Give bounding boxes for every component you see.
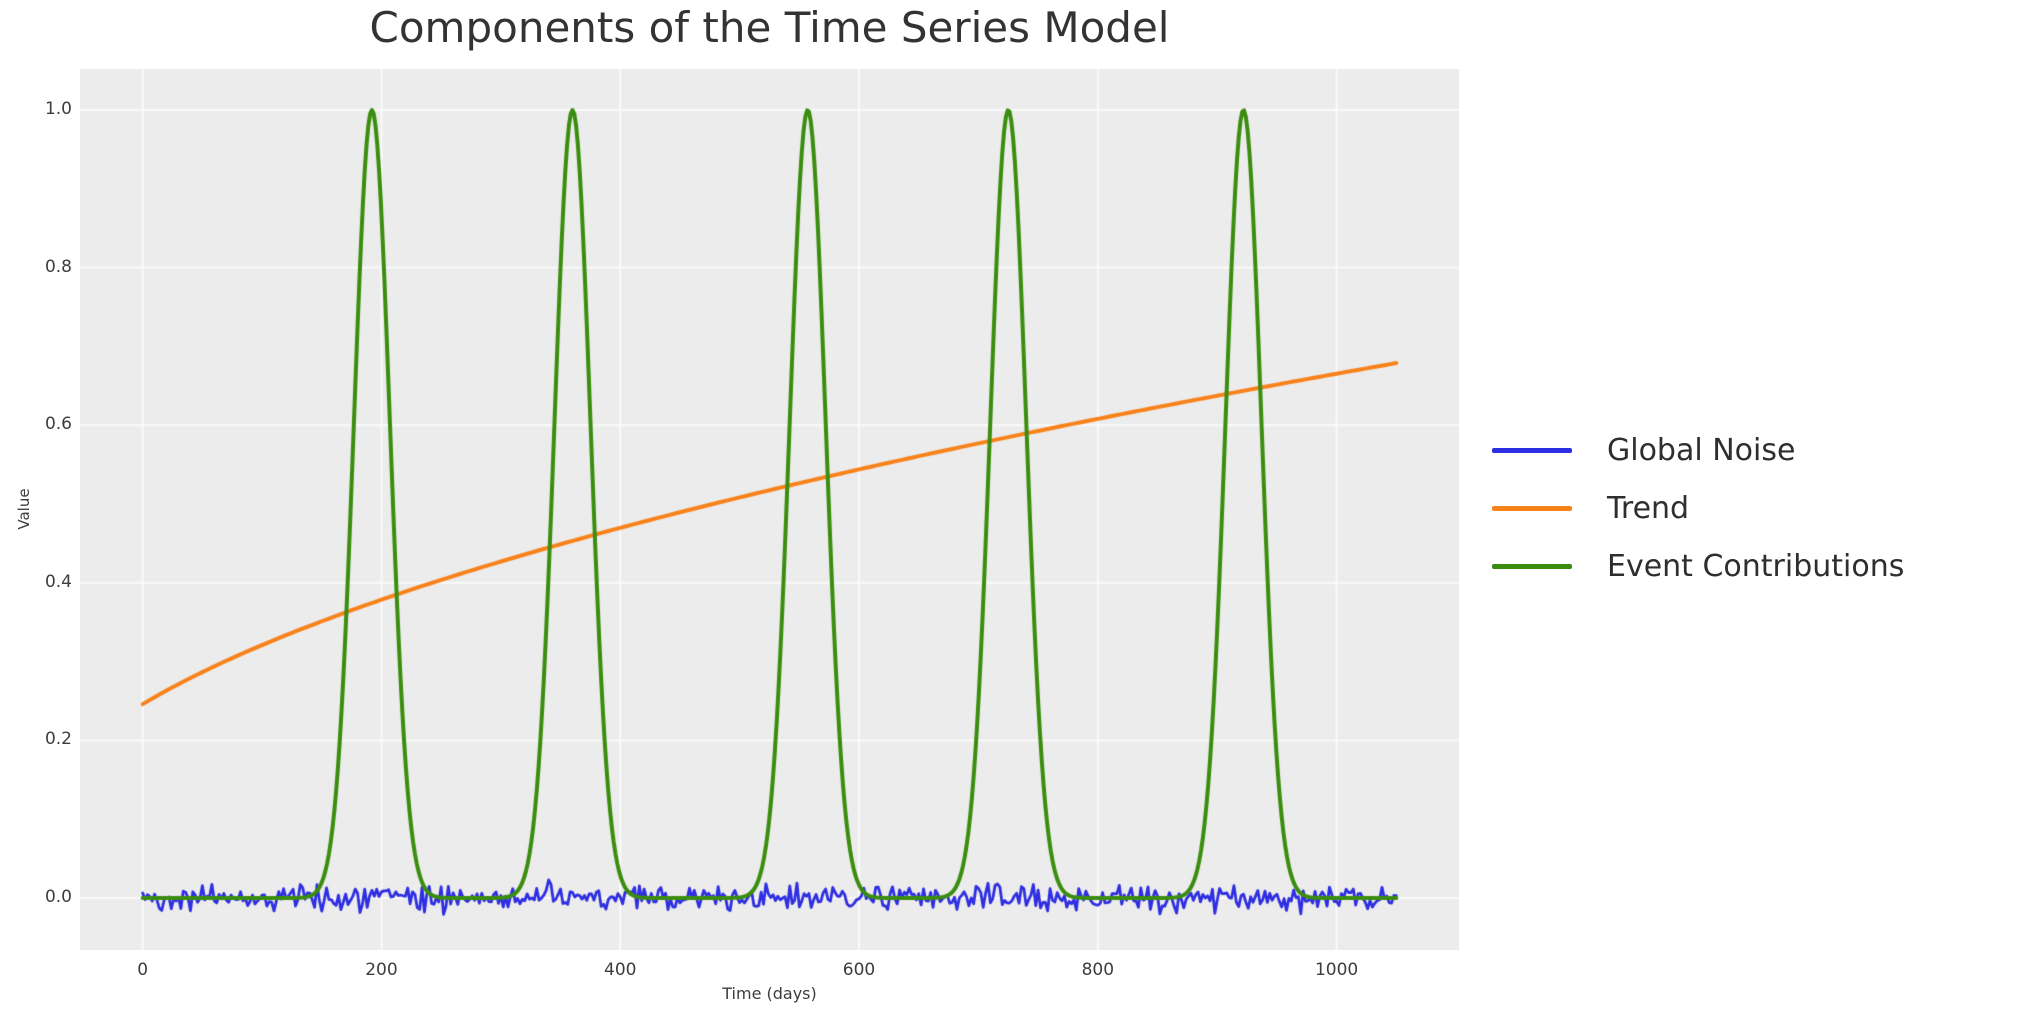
legend-line-icon	[1492, 505, 1572, 511]
y-tick-label: 1.0	[44, 98, 72, 119]
chart-title: Components of the Time Series Model	[369, 3, 1170, 52]
plot-area	[80, 69, 1459, 950]
legend-label: Trend	[1607, 490, 1690, 526]
x-tick-label: 200	[365, 960, 398, 980]
legend-item-global-noise: Global Noise	[1492, 421, 1904, 479]
y-tick-label: 0.0	[44, 886, 72, 907]
legend-item-event-contributions: Event Contributions	[1492, 537, 1904, 595]
x-tick-label: 400	[604, 960, 637, 980]
legend-item-trend: Trend	[1492, 479, 1904, 537]
y-tick-label: 0.8	[44, 256, 72, 277]
x-tick-label: 0	[137, 960, 149, 980]
legend-line-icon	[1492, 447, 1572, 453]
y-tick-label: 0.4	[44, 571, 72, 592]
x-axis-label: Time (days)	[722, 984, 817, 1003]
x-tick-label: 1000	[1314, 960, 1359, 980]
y-axis-label: Value	[15, 488, 33, 530]
legend-line-icon	[1492, 563, 1572, 569]
y-tick-label: 0.2	[44, 729, 72, 750]
plot-canvas	[80, 69, 1459, 950]
legend: Global Noise Trend Event Contributions	[1492, 421, 1904, 595]
x-tick-label: 600	[842, 960, 876, 980]
legend-label: Event Contributions	[1607, 548, 1905, 584]
y-tick-label: 0.6	[44, 414, 72, 435]
x-tick-label: 800	[1081, 960, 1115, 980]
legend-label: Global Noise	[1607, 432, 1796, 468]
